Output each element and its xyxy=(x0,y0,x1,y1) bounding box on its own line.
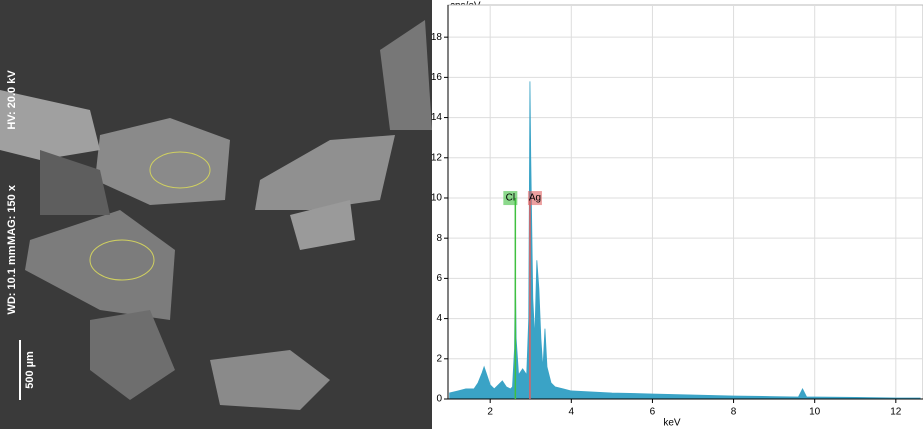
sem-info: MAG: 150 x xyxy=(6,184,18,245)
x-tick-label: 6 xyxy=(650,407,656,418)
element-label: Ag xyxy=(529,193,541,204)
figure: MAG: 150 x HV: 20.0 kV WD: 10.1 mm 500 µ… xyxy=(0,0,923,429)
y-tick-label: 12 xyxy=(431,152,443,163)
y-tick-label: 16 xyxy=(431,72,443,83)
sem-info: HV: 20.0 kV xyxy=(6,70,18,130)
element-label: Cl xyxy=(506,193,515,204)
scale-bar-label: 500 µm xyxy=(24,351,36,389)
y-tick-label: 0 xyxy=(436,394,442,405)
x-axis-label: keV xyxy=(663,418,681,429)
y-tick-label: 14 xyxy=(431,112,443,123)
sem-image: MAG: 150 x HV: 20.0 kV WD: 10.1 mm 500 µ… xyxy=(0,0,432,429)
x-tick-label: 2 xyxy=(487,407,493,418)
y-tick-label: 10 xyxy=(431,193,443,204)
y-tick-label: 6 xyxy=(436,273,442,284)
plot-area xyxy=(448,5,923,399)
x-tick-label: 8 xyxy=(731,407,737,418)
y-tick-label: 18 xyxy=(431,32,443,43)
sem-info: WD: 10.1 mm xyxy=(6,245,18,314)
x-tick-label: 4 xyxy=(569,407,575,418)
x-tick-label: 10 xyxy=(809,407,821,418)
y-tick-label: 4 xyxy=(436,313,442,324)
page: {"image_panel": {"magnification": "MAG: … xyxy=(0,0,923,429)
x-tick-label: 12 xyxy=(890,407,902,418)
y-tick-label: 8 xyxy=(436,233,442,244)
y-tick-label: 2 xyxy=(436,353,442,364)
